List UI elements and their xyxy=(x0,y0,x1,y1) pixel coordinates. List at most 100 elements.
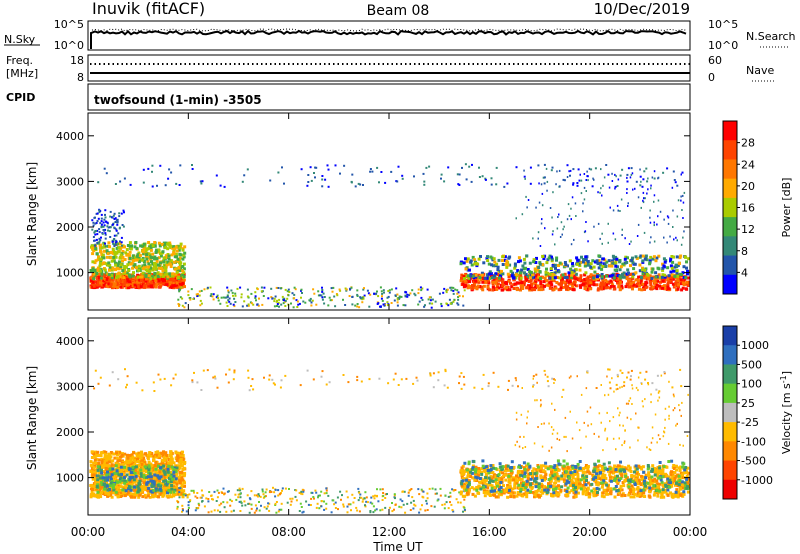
echo-cell xyxy=(105,255,109,259)
echo-cell xyxy=(140,474,144,478)
echo-cell xyxy=(250,302,253,305)
echo-cell xyxy=(587,175,589,178)
echo-cell xyxy=(307,181,310,183)
echo-cell xyxy=(541,192,544,195)
echo-cell xyxy=(171,272,175,276)
echo-cell xyxy=(142,252,146,256)
echo-cell xyxy=(465,259,469,263)
echo-cell xyxy=(397,165,400,168)
echo-cell xyxy=(248,389,251,392)
echo-cell xyxy=(372,511,375,514)
echo-cell xyxy=(183,481,186,485)
echo-cell xyxy=(274,502,277,505)
echo-cell xyxy=(172,245,176,249)
echo-cell xyxy=(677,199,680,202)
echo-cell xyxy=(380,297,383,300)
echo-cell xyxy=(547,256,551,260)
echo-cell xyxy=(566,176,569,178)
echo-cell xyxy=(580,179,583,182)
echo-cell xyxy=(478,285,482,288)
echo-cell xyxy=(277,171,280,174)
echo-cell xyxy=(384,506,387,509)
echo-cell xyxy=(325,507,328,510)
echo-cell xyxy=(551,278,555,282)
echo-cell xyxy=(164,254,168,258)
echo-cell xyxy=(323,302,326,305)
echo-cell xyxy=(457,501,460,504)
echo-cell xyxy=(546,380,549,383)
echo-cell xyxy=(563,272,567,276)
echo-cell xyxy=(179,253,183,257)
echo-cell xyxy=(132,264,136,268)
echo-cell xyxy=(128,256,132,260)
echo-cell xyxy=(295,299,298,302)
echo-cell xyxy=(128,254,132,258)
echo-cell xyxy=(158,263,162,267)
echo-cell xyxy=(492,280,496,284)
echo-cell xyxy=(663,218,665,221)
echo-cell xyxy=(181,269,185,273)
echo-cell xyxy=(570,270,574,274)
echo-cell xyxy=(121,477,125,481)
echo-cell xyxy=(586,262,590,265)
echo-cell xyxy=(232,378,235,381)
echo-cell xyxy=(418,300,421,303)
echo-cell xyxy=(142,260,146,263)
echo-cell xyxy=(315,303,318,306)
echo-cell xyxy=(553,276,557,280)
echo-cell xyxy=(685,280,689,284)
echo-cell xyxy=(117,463,121,466)
echo-cell xyxy=(98,261,102,265)
echo-cell xyxy=(676,239,678,242)
echo-cell xyxy=(452,289,455,292)
echo-cell xyxy=(464,284,468,288)
echo-cell xyxy=(139,472,143,476)
echo-cell xyxy=(585,277,589,281)
echo-cell xyxy=(631,275,635,279)
echo-cell xyxy=(241,305,244,308)
echo-cell xyxy=(521,213,524,216)
echo-cell xyxy=(615,257,619,261)
echo-cell xyxy=(460,387,463,390)
echo-cell xyxy=(646,273,650,277)
echo-cell xyxy=(145,276,149,280)
echo-cell xyxy=(539,282,543,285)
echo-cell xyxy=(110,495,114,499)
echo-cell xyxy=(97,272,101,276)
echo-cell xyxy=(375,508,378,511)
echo-cell xyxy=(532,258,536,262)
echo-cell xyxy=(514,377,517,380)
echo-cell xyxy=(190,288,193,291)
echo-cell xyxy=(666,241,668,244)
echo-cell xyxy=(667,274,671,278)
echo-cell xyxy=(104,209,107,212)
echo-cell xyxy=(131,455,135,459)
echo-cell xyxy=(114,490,118,494)
echo-cell xyxy=(116,486,120,490)
echo-cell xyxy=(411,289,414,292)
echo-cell xyxy=(507,388,509,391)
echo-cell xyxy=(480,271,484,275)
echo-cell xyxy=(250,490,253,493)
echo-cell xyxy=(648,262,652,266)
echo-cell xyxy=(159,272,163,276)
echo-cell xyxy=(434,300,437,303)
echo-cell xyxy=(446,386,449,389)
echo-cell xyxy=(368,305,371,308)
echo-cell xyxy=(524,279,528,283)
echo-cell xyxy=(101,253,105,257)
echo-cell xyxy=(247,502,250,505)
echo-cell xyxy=(108,230,111,233)
echo-cell xyxy=(181,495,185,499)
echo-cell xyxy=(191,381,194,384)
echo-cell xyxy=(517,281,521,285)
echo-cell xyxy=(107,282,111,286)
echo-cell xyxy=(383,291,385,294)
echo-cell xyxy=(369,168,372,170)
echo-cell xyxy=(516,269,520,273)
echo-cell xyxy=(192,298,195,300)
echo-cell xyxy=(394,294,397,297)
echo-cell xyxy=(586,260,590,263)
echo-cell xyxy=(637,287,641,291)
echo-cell xyxy=(121,250,125,253)
